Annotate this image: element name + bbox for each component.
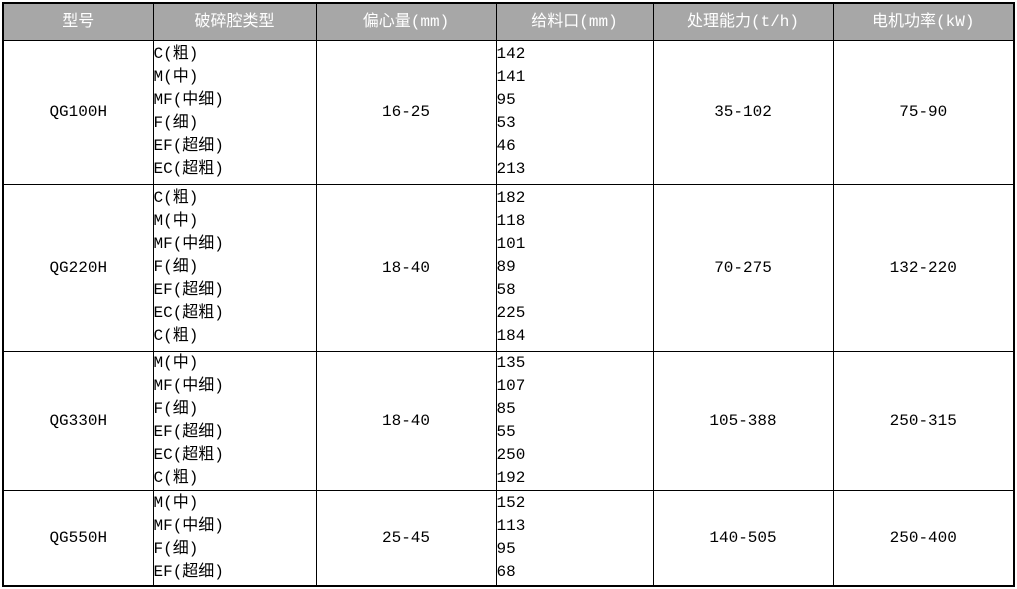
- cell-feed-openings: 142 141 95 53 46 213: [495, 39, 654, 185]
- cell-capacity: 70-275: [652, 183, 834, 352]
- cell-chamber-types: C(粗) M(中) MF(中细) F(细) EF(超细) EC(超粗): [152, 39, 317, 185]
- table-row: QG550H M(中) MF(中细) F(细) EF(超细) 25-45 152 113…: [2, 489, 1015, 587]
- cell-feed-openings: 135 107 85 55 250 192: [495, 350, 654, 491]
- header-eccentricity: 偏心量(mm): [315, 2, 497, 41]
- cell-model: QG330H: [2, 350, 154, 491]
- header-row: 型号 破碎腔类型 偏心量(mm) 给料口(mm) 处理能力(t/h) 电机功率(…: [2, 2, 1015, 41]
- cell-model: QG100H: [2, 39, 154, 185]
- cell-model: QG220H: [2, 183, 154, 352]
- table-row: QG220H C(粗) M(中) MF(中细) F(细) EF(超细) EC(超粗) C(粗…: [2, 183, 1015, 352]
- cell-eccentricity: 25-45: [315, 489, 497, 587]
- cell-feed-openings: 182 118 101 89 58 225 184: [495, 183, 654, 352]
- header-feed-opening: 给料口(mm): [495, 2, 654, 41]
- cell-motor-power: 75-90: [832, 39, 1015, 185]
- cell-capacity: 35-102: [652, 39, 834, 185]
- table-row: QG100H C(粗) M(中) MF(中细) F(细) EF(超细) EC(超粗) 16…: [2, 39, 1015, 185]
- cell-model: QG550H: [2, 489, 154, 587]
- cell-feed-openings: 152 113 95 68: [495, 489, 654, 587]
- cell-capacity: 105-388: [652, 350, 834, 491]
- header-chamber-type: 破碎腔类型: [152, 2, 317, 41]
- cell-eccentricity: 16-25: [315, 39, 497, 185]
- cell-eccentricity: 18-40: [315, 183, 497, 352]
- header-motor-power: 电机功率(kW): [832, 2, 1015, 41]
- cell-motor-power: 250-400: [832, 489, 1015, 587]
- cell-motor-power: 250-315: [832, 350, 1015, 491]
- cell-chamber-types: M(中) MF(中细) F(细) EF(超细) EC(超粗) C(粗): [152, 350, 317, 491]
- header-model: 型号: [2, 2, 154, 41]
- cell-chamber-types: C(粗) M(中) MF(中细) F(细) EF(超细) EC(超粗) C(粗): [152, 183, 317, 352]
- header-capacity: 处理能力(t/h): [652, 2, 834, 41]
- cell-capacity: 140-505: [652, 489, 834, 587]
- cell-chamber-types: M(中) MF(中细) F(细) EF(超细): [152, 489, 317, 587]
- cell-eccentricity: 18-40: [315, 350, 497, 491]
- cell-motor-power: 132-220: [832, 183, 1015, 352]
- table-row: QG330H M(中) MF(中细) F(细) EF(超细) EC(超粗) C(粗) 18…: [2, 350, 1015, 491]
